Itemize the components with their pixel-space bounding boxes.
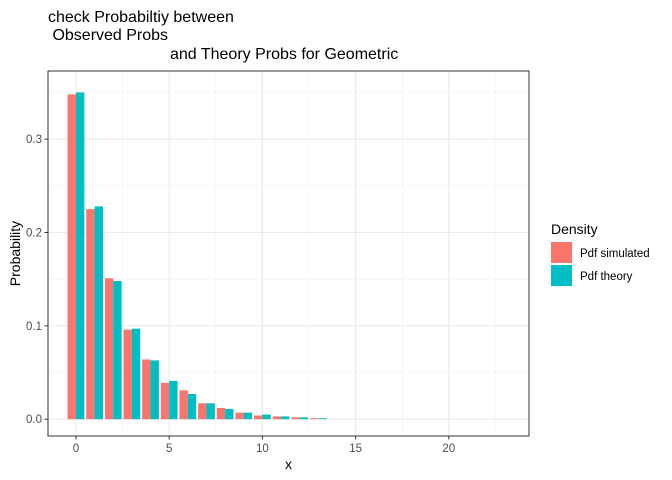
- y-axis: 0.0 0.1 0.2 0.3: [26, 134, 48, 426]
- bar-pdf-theory-12: [299, 417, 309, 420]
- legend-swatch-pdf-theory: [551, 265, 572, 286]
- bar-pdf-theory-5: [169, 380, 178, 420]
- panel-border: [47, 70, 530, 437]
- y-tick-label: 0.2: [26, 227, 42, 239]
- bar-pdf-theory-8: [225, 408, 234, 420]
- bar-pdf-theory-1: [94, 206, 103, 420]
- legend-title: Density: [551, 221, 598, 237]
- bar-pdf-theory-13: [318, 418, 327, 420]
- bar-pdf-theory-7: [206, 403, 215, 420]
- x-tick-label: 20: [442, 443, 455, 455]
- legend-swatch-pdf-simulated: [551, 242, 572, 263]
- legend-label-pdf-simulated: Pdf simulated: [580, 248, 650, 260]
- bar-pdf-simulated-8: [216, 407, 226, 420]
- bar-pdf-theory-4: [150, 360, 159, 420]
- y-axis-title: Probability: [7, 221, 23, 286]
- bar-pdf-simulated-11: [272, 416, 282, 420]
- x-tick-label: 15: [349, 443, 362, 455]
- legend-label-pdf-theory: Pdf theory: [580, 271, 633, 283]
- bar-pdf-theory-11: [281, 416, 290, 420]
- bar-pdf-theory-9: [243, 412, 253, 420]
- x-tick-label: 5: [166, 443, 172, 455]
- bar-pdf-theory-2: [113, 281, 122, 420]
- y-tick-label: 0.3: [26, 134, 42, 146]
- y-tick-label: 0.0: [26, 414, 42, 426]
- y-tick-label: 0.1: [26, 321, 42, 333]
- chart-title-line-1: check Probabiltiy between: [48, 9, 234, 26]
- bar-pdf-simulated-3: [123, 329, 132, 420]
- plot-bars: [67, 92, 327, 420]
- bar-pdf-theory-6: [187, 393, 197, 420]
- bar-pdf-simulated-1: [86, 209, 95, 420]
- bar-pdf-simulated-2: [104, 278, 114, 420]
- bar-pdf-simulated-0: [67, 94, 76, 420]
- x-tick-label: 10: [256, 443, 269, 455]
- bar-pdf-simulated-7: [198, 403, 207, 420]
- bar-pdf-theory-3: [131, 328, 141, 420]
- bar-pdf-theory-10: [262, 414, 271, 420]
- bar-pdf-theory-0: [75, 92, 85, 420]
- x-axis: 0 5 10 15 20: [73, 436, 455, 455]
- x-axis-title: x: [285, 456, 292, 472]
- bar-pdf-simulated-5: [160, 382, 170, 420]
- bar-pdf-simulated-12: [291, 417, 300, 420]
- bar-pdf-simulated-10: [254, 415, 263, 420]
- chart-title-line-3: and Theory Probs for Geometric: [170, 46, 398, 63]
- bar-pdf-simulated-13: [309, 418, 319, 420]
- legend-items: Pdf simulated Pdf theory: [551, 242, 650, 286]
- bar-pdf-simulated-9: [235, 412, 244, 420]
- bar-pdf-simulated-6: [179, 390, 188, 420]
- chart-title-line-2: Observed Probs: [48, 27, 168, 44]
- bar-pdf-simulated-4: [142, 359, 151, 420]
- x-tick-label: 0: [73, 443, 79, 455]
- legend: Density Pdf simulated Pdf theory: [551, 221, 650, 286]
